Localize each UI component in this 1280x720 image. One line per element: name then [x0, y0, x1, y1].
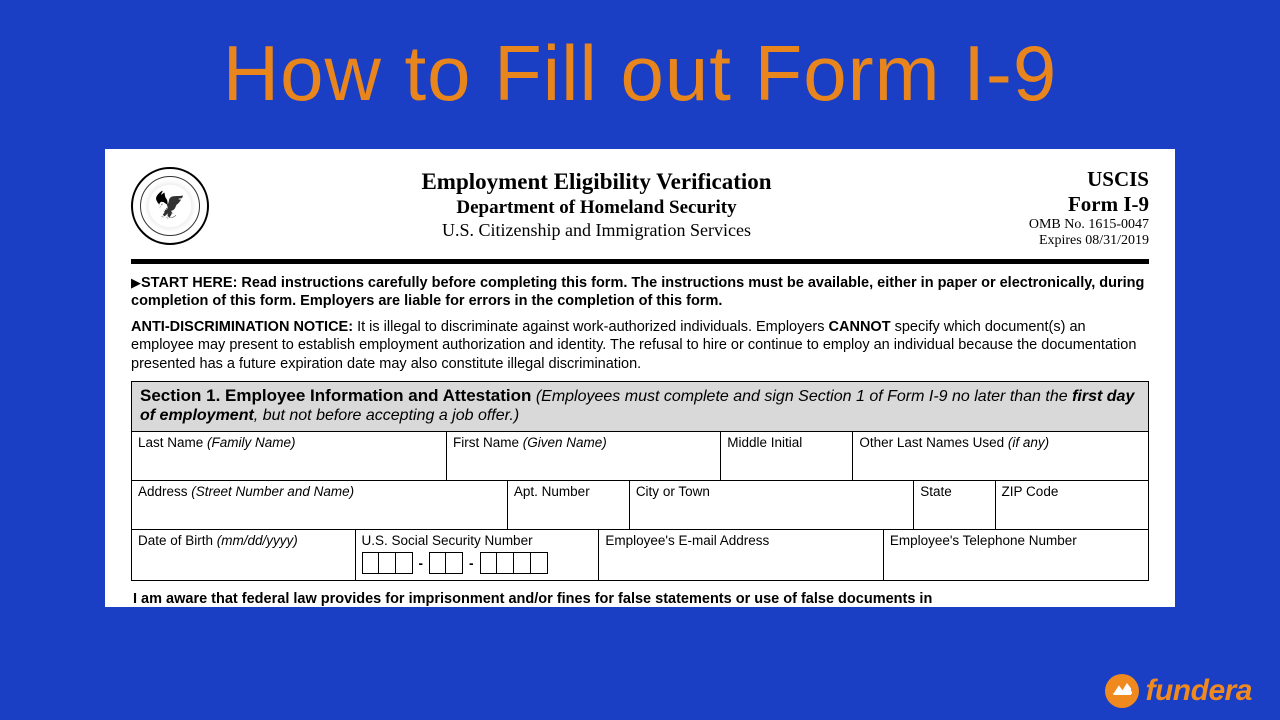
other-names-label: Other Last Names Used: [859, 435, 1008, 450]
form-id-block: USCIS Form I-9 OMB No. 1615-0047 Expires…: [984, 167, 1149, 249]
name-row: Last Name (Family Name) First Name (Give…: [132, 432, 1148, 481]
middle-initial-label: Middle Initial: [727, 435, 802, 450]
section-1-box: Section 1. Employee Information and Atte…: [131, 381, 1149, 582]
section-1-sub-b: , but not before accepting a job offer.): [254, 407, 519, 424]
expiration-date: Expires 08/31/2019: [984, 233, 1149, 249]
omb-number: OMB No. 1615-0047: [984, 217, 1149, 233]
anti-label: ANTI-DISCRIMINATION NOTICE:: [131, 319, 353, 335]
header-rule: [131, 259, 1149, 264]
form-title-block: Employment Eligibility Verification Depa…: [209, 167, 984, 241]
dob-row: Date of Birth (mm/dd/yyyy) U.S. Social S…: [132, 530, 1148, 580]
middle-initial-field[interactable]: Middle Initial: [721, 432, 853, 480]
section-1-sub-a: (Employees must complete and sign Sectio…: [531, 388, 1072, 405]
triangle-icon: ▶: [131, 275, 141, 290]
form-document: Employment Eligibility Verification Depa…: [105, 149, 1175, 607]
last-name-hint: (Family Name): [207, 435, 296, 450]
ssn-label: U.S. Social Security Number: [362, 533, 533, 548]
brand-logo: fundera: [1105, 674, 1252, 708]
address-row: Address (Street Number and Name) Apt. Nu…: [132, 481, 1148, 530]
city-field[interactable]: City or Town: [630, 481, 914, 529]
state-label: State: [920, 484, 952, 499]
apt-label: Apt. Number: [514, 484, 590, 499]
form-number: Form I-9: [984, 192, 1149, 217]
agency-label: USCIS: [984, 167, 1149, 192]
anti-discrimination-notice: ANTI-DISCRIMINATION NOTICE: It is illega…: [131, 318, 1149, 372]
first-name-field[interactable]: First Name (Given Name): [447, 432, 721, 480]
fundera-icon: [1105, 674, 1139, 708]
city-label: City or Town: [636, 484, 710, 499]
last-name-field[interactable]: Last Name (Family Name): [132, 432, 447, 480]
state-field[interactable]: State: [914, 481, 995, 529]
phone-label: Employee's Telephone Number: [890, 533, 1077, 548]
anti-cannot: CANNOT: [829, 319, 891, 335]
zip-label: ZIP Code: [1002, 484, 1059, 499]
email-field[interactable]: Employee's E-mail Address: [599, 530, 883, 580]
dob-field[interactable]: Date of Birth (mm/dd/yyyy): [132, 530, 356, 580]
start-here-instruction: ▶START HERE: Read instructions carefully…: [131, 274, 1149, 310]
dhs-seal-icon: [131, 167, 209, 245]
first-name-hint: (Given Name): [523, 435, 607, 450]
anti-text-a: It is illegal to discriminate against wo…: [353, 319, 828, 335]
first-name-label: First Name: [453, 435, 523, 450]
ssn-input-boxes[interactable]: - -: [362, 552, 593, 574]
ssn-field[interactable]: U.S. Social Security Number - -: [356, 530, 600, 580]
attestation-text: I am aware that federal law provides for…: [131, 581, 1149, 607]
start-here-label: START HERE:: [141, 275, 237, 291]
last-name-label: Last Name: [138, 435, 207, 450]
other-names-hint: (if any): [1008, 435, 1049, 450]
dob-hint: (mm/dd/yyyy): [217, 533, 298, 548]
other-names-field[interactable]: Other Last Names Used (if any): [853, 432, 1148, 480]
start-here-text: Read instructions carefully before compl…: [131, 275, 1144, 309]
form-title-2: Department of Homeland Security: [209, 197, 984, 219]
section-1-main: Section 1. Employee Information and Atte…: [140, 386, 531, 405]
dob-label: Date of Birth: [138, 533, 217, 548]
phone-field[interactable]: Employee's Telephone Number: [884, 530, 1148, 580]
apt-field[interactable]: Apt. Number: [508, 481, 630, 529]
fundera-wordmark: fundera: [1145, 674, 1252, 708]
form-header: Employment Eligibility Verification Depa…: [131, 167, 1149, 255]
form-title-1: Employment Eligibility Verification: [209, 169, 984, 195]
zip-field[interactable]: ZIP Code: [996, 481, 1148, 529]
address-hint: (Street Number and Name): [191, 484, 354, 499]
page-title: How to Fill out Form I-9: [0, 0, 1280, 119]
form-title-3: U.S. Citizenship and Immigration Service…: [209, 220, 984, 241]
email-label: Employee's E-mail Address: [605, 533, 769, 548]
address-label: Address: [138, 484, 191, 499]
address-field[interactable]: Address (Street Number and Name): [132, 481, 508, 529]
section-1-title: Section 1. Employee Information and Atte…: [132, 382, 1148, 433]
